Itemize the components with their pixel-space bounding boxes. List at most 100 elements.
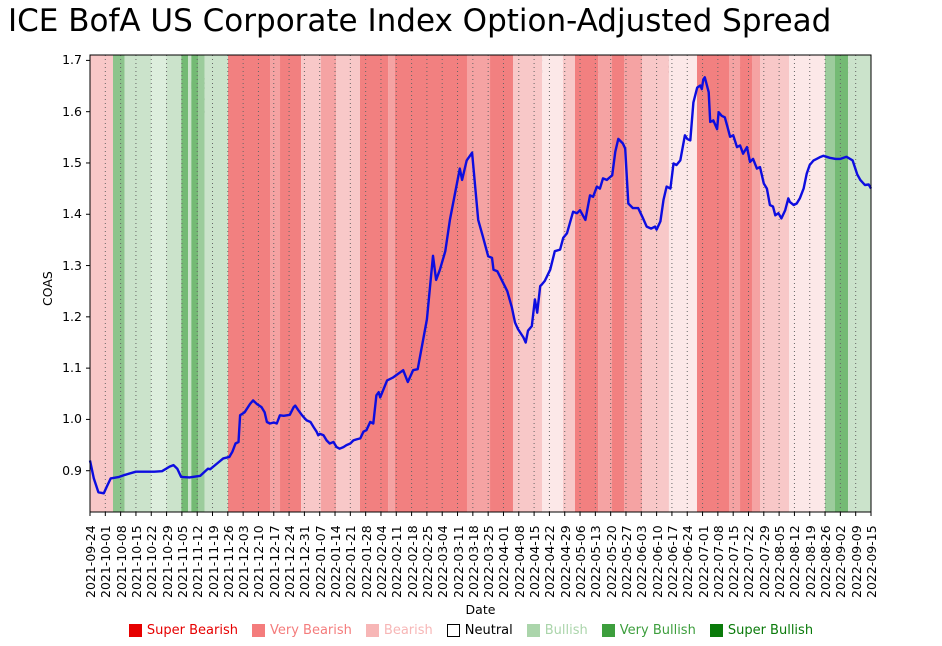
x-tick-label: 2022-09-15 [864, 525, 879, 598]
sentiment-band [124, 55, 152, 512]
sentiment-band [789, 55, 825, 512]
x-tick-label: 2021-12-03 [236, 525, 252, 598]
x-tick-label: 2021-10-29 [159, 525, 175, 598]
x-tick-label: 2022-03-04 [435, 525, 451, 598]
sentiment-band [336, 55, 360, 512]
y-tick-label: 1.5 [62, 154, 82, 170]
x-tick-label: 2022-08-26 [818, 525, 834, 598]
x-axis-label: Date [465, 602, 496, 617]
sentiment-band [90, 55, 113, 512]
legend-swatch [709, 623, 723, 637]
sentiment-band [848, 55, 871, 512]
sentiment-band [321, 55, 337, 512]
x-tick-label: 2022-06-24 [680, 525, 696, 598]
sentiment-band [562, 55, 575, 512]
sentiment-band [280, 55, 302, 512]
sentiment-band [696, 55, 730, 512]
legend-item: Super Bullish [709, 622, 814, 638]
x-tick-label: 2022-07-22 [741, 525, 757, 598]
sentiment-band [642, 55, 669, 512]
y-tick-label: 1.4 [62, 206, 82, 222]
sentiment-band [751, 55, 761, 512]
x-tick-label: 2022-09-09 [848, 525, 864, 598]
x-tick-label: 2022-03-18 [465, 525, 481, 598]
y-tick-label: 1.1 [62, 360, 82, 376]
x-tick-label: 2022-02-18 [404, 525, 420, 598]
sentiment-band [188, 55, 192, 512]
x-tick-label: 2022-05-20 [603, 525, 619, 598]
legend-label: Very Bearish [270, 622, 352, 638]
legend-label: Super Bearish [146, 622, 238, 638]
sentiment-band [181, 55, 189, 512]
legend-item: Bullish [526, 622, 588, 638]
legend: Super Bearish Very Bearish Bearish Neutral B… [0, 620, 942, 640]
x-tick-label: 2022-01-14 [328, 525, 344, 598]
sentiment-band [760, 55, 789, 512]
sentiment-band [388, 55, 395, 512]
y-tick-label: 1.7 [62, 52, 82, 68]
sentiment-band [166, 55, 182, 512]
legend-swatch [446, 623, 460, 637]
legend-label: Super Bullish [727, 622, 814, 638]
x-tick-label: 2021-12-17 [266, 525, 282, 598]
sentiment-band [112, 55, 125, 512]
x-tick-label: 2022-04-22 [542, 525, 558, 598]
x-tick-label: 2022-04-15 [527, 525, 543, 598]
plot-svg [86, 54, 873, 516]
legend-swatch [128, 623, 142, 637]
x-tick-label: 2022-02-11 [389, 525, 405, 598]
x-tick-label: 2022-08-12 [787, 525, 803, 598]
sentiment-band [151, 55, 167, 512]
y-tick-label: 1.6 [62, 103, 82, 119]
legend-label: Very Bullish [619, 622, 696, 638]
x-tick-label: 2022-05-13 [588, 525, 604, 598]
x-tick-label: 2021-11-26 [220, 525, 236, 598]
x-tick-label: 2021-12-31 [297, 525, 313, 598]
x-tick-label: 2022-09-02 [833, 525, 849, 598]
y-tick-label: 0.9 [62, 462, 82, 478]
x-tick-label: 2021-09-24 [83, 525, 98, 598]
x-tick-label: 2022-07-15 [726, 525, 742, 598]
sentiment-band [191, 55, 199, 512]
chart-title: ICE BofA US Corporate Index Option-Adjus… [8, 3, 832, 39]
x-tick-label: 2022-07-29 [756, 525, 772, 598]
x-tick-label: 2022-08-05 [772, 525, 788, 598]
coas-line [88, 76, 873, 495]
x-tick-label: 2022-01-21 [343, 525, 359, 598]
x-tick-label: 2022-07-08 [710, 525, 726, 598]
sentiment-band [359, 55, 389, 512]
x-tick-label: 2021-10-01 [98, 525, 114, 598]
sentiment-band [466, 55, 491, 512]
sentiment-band [512, 55, 543, 512]
x-tick-label: 2021-11-19 [205, 525, 221, 598]
sentiment-band [624, 55, 643, 512]
sentiment-band [542, 55, 563, 512]
sentiment-band [729, 55, 741, 512]
sentiment-band [270, 55, 281, 512]
x-tick-label: 2022-03-11 [450, 525, 466, 598]
sentiment-band [825, 55, 835, 512]
legend-item: Very Bullish [601, 622, 696, 638]
y-tick-label: 1.2 [62, 308, 82, 324]
x-tick-label: 2021-10-22 [144, 525, 160, 598]
sentiment-band [598, 55, 613, 512]
legend-swatch [365, 623, 379, 637]
x-tick-label: 2021-12-10 [251, 525, 267, 598]
legend-swatch [526, 623, 540, 637]
x-tick-label: 2022-05-27 [618, 525, 634, 598]
legend-swatch [601, 623, 615, 637]
sentiment-band [490, 55, 513, 512]
x-tick-label: 2021-11-12 [190, 525, 206, 598]
x-tick-label: 2021-12-24 [282, 525, 298, 598]
x-tick-label: 2022-04-01 [496, 525, 512, 598]
legend-label: Bullish [544, 622, 588, 638]
x-tick-label: 2022-01-07 [312, 525, 328, 598]
plot-area [86, 54, 873, 516]
sentiment-band [204, 55, 228, 512]
legend-item: Very Bearish [252, 623, 352, 638]
x-tick-label: 2022-06-17 [664, 525, 680, 598]
sentiment-band [612, 55, 625, 512]
y-tick-label: 1.0 [62, 411, 82, 427]
x-tick-label: 2022-02-04 [373, 525, 389, 598]
x-tick-label: 2022-06-03 [634, 525, 650, 598]
